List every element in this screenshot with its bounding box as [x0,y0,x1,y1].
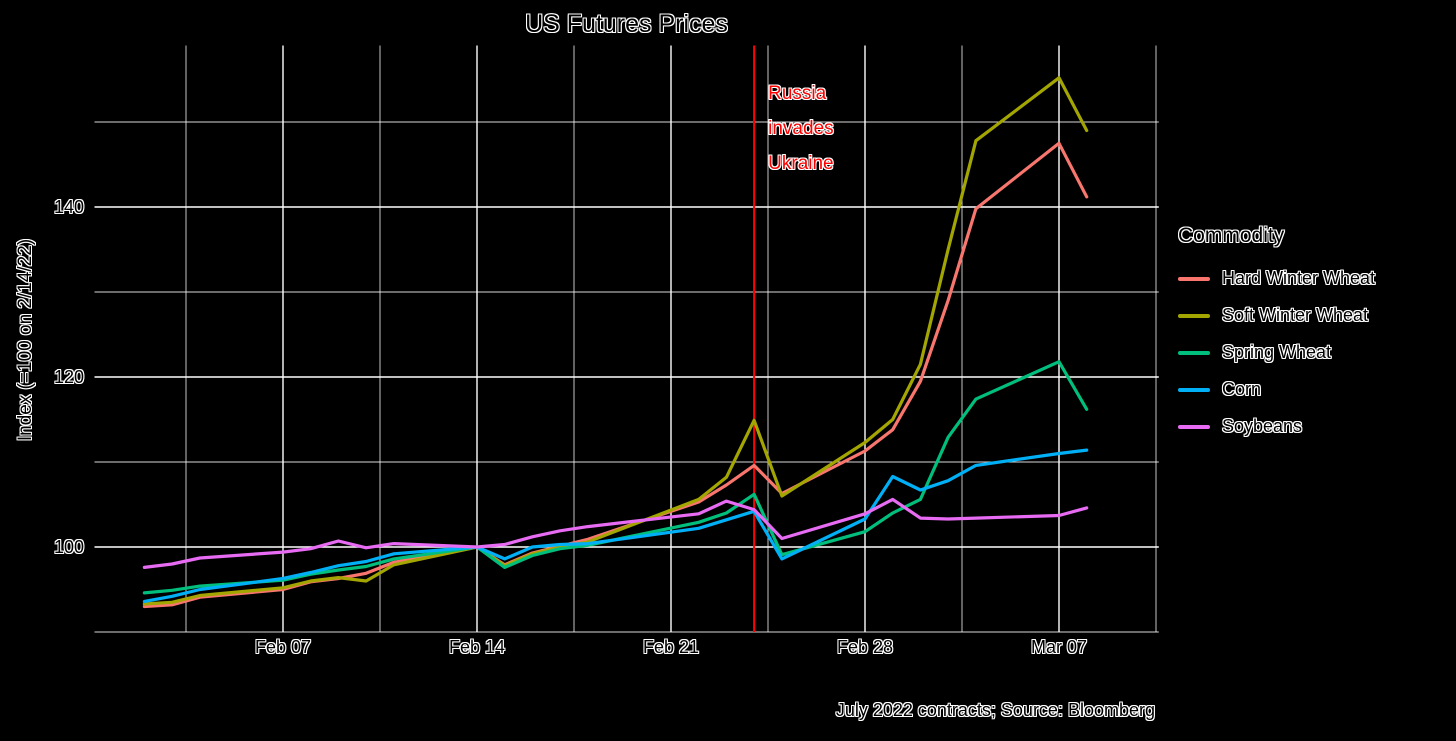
x-tick-label: Feb 07 [254,637,312,657]
legend-title: Commodity [1178,224,1285,247]
legend-item: Soft Winter Wheat [1178,297,1375,334]
legend-item: Soybeans [1178,408,1375,445]
x-tick-label: Feb 28 [836,637,894,657]
chart-title: US Futures Prices [525,10,728,38]
legend-swatch-spring-wheat [1178,350,1210,355]
legend-item: Hard Winter Wheat [1178,260,1375,297]
legend-swatch-hard-winter-wheat [1178,276,1210,281]
legend-item: Corn [1178,371,1375,408]
annotation-russia-invades-ukraine: Russia invades Ukraine [768,83,834,174]
legend-item-label: Spring Wheat [1222,342,1332,362]
y-tick-label: 140 [53,197,84,217]
y-axis-label: Index (=100 on 2/14/22) [15,238,36,442]
legend-swatch-soft-winter-wheat [1178,313,1210,318]
legend-swatch-corn [1178,387,1210,392]
legend: Commodity Hard Winter Wheat Soft Winter W… [1178,224,1375,445]
legend-swatch-soybeans [1178,424,1210,429]
legend-item: Spring Wheat [1178,334,1375,371]
x-tick-label: Feb 14 [448,637,506,657]
legend-item-label: Soybeans [1222,416,1303,436]
legend-item-label: Soft Winter Wheat [1222,305,1369,325]
legend-item-label: Hard Winter Wheat [1222,268,1376,288]
series-line-soft-winter-wheat [142,76,1089,606]
x-tick-label: Feb 21 [642,637,700,657]
series-line-corn [142,448,1089,604]
y-tick-label: 100 [53,537,84,557]
legend-item-label: Corn [1222,379,1262,399]
series-line-spring-wheat [142,360,1089,595]
caption: July 2022 contracts; Source: Bloomberg [835,700,1155,720]
x-tick-label: Mar 07 [1030,637,1088,657]
legend-items: Hard Winter Wheat Soft Winter Wheat Spring… [1178,260,1375,445]
series-line-hard-winter-wheat [142,141,1089,609]
y-tick-label: 120 [53,367,84,387]
series-line-soybeans [142,497,1089,570]
